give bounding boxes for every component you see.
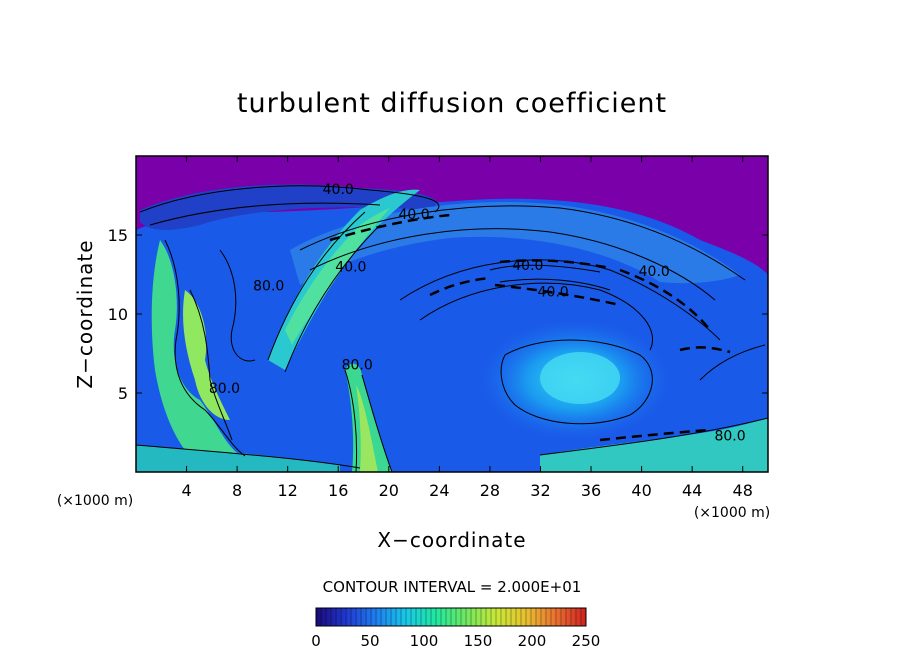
contour-dashes [329,213,731,442]
x-axis: 4 8 12 16 20 24 28 32 36 40 44 48 [181,156,753,500]
colorbar-tick-label: 50 [360,632,379,650]
contour-line [309,228,716,301]
y-axis-title: Z−coordinate [73,239,97,388]
y-tick-label: 15 [108,226,128,245]
contour-label: 80.0 [714,428,745,444]
colorbar-ticks: 0 50 100 150 200 250 [311,632,600,650]
contour-line [419,282,653,351]
field-region-diagonal-jet-bright [285,208,390,345]
field-region-arch [290,202,740,285]
x-tick-label: 40 [631,481,651,500]
x-tick-label: 20 [379,481,399,500]
contour-label: 40.0 [512,258,543,274]
contour-line [189,289,233,441]
x-tick-label: 32 [530,481,550,500]
contour-line [219,249,256,362]
contour-dash [494,283,621,307]
contour-label: 40.0 [538,285,569,301]
x-tick-label: 36 [581,481,601,500]
field-region-left-bright [183,290,230,420]
contour-dash [499,259,611,270]
field-region-bottom-left [136,445,340,472]
x-tick-label: 8 [232,481,242,500]
field-region-bottom-right [540,418,768,472]
colorbar: 0 50 100 150 200 250 [311,607,600,650]
y-tick-label: 10 [108,305,128,324]
contour-line [139,185,440,213]
contour-lines [136,185,768,472]
colorbar-tick-label: 250 [572,632,601,650]
contour-label: 80.0 [342,357,373,373]
y-axis: 5 10 15 [108,226,768,403]
contour-interval-text: CONTOUR INTERVAL = 2.000E+01 [323,578,582,596]
contour-line [284,224,381,373]
contour-dash [619,268,711,331]
contour-label: 40.0 [323,182,354,198]
colorbar-tick-label: 200 [518,632,547,650]
contour-label: 80.0 [209,381,240,397]
contour-line [136,444,361,469]
colorbar-stripes [320,608,582,626]
contour-line [267,211,366,361]
x-tick-label: 48 [733,481,753,500]
contour-dash [329,213,451,242]
x-axis-title: X−coordinate [377,528,526,552]
plot-field: 40.0 40.0 40.0 40.0 40.0 40.0 80.0 80.0 80.0 80.0 [136,156,768,472]
x-unit-label: (×1000 m) [694,505,770,521]
contour-dash [599,428,711,442]
field-region-upper-layer [140,184,437,230]
contour-label: 40.0 [335,259,366,275]
chart-title: turbulent diffusion coefficient [237,88,667,119]
contour-line [361,374,393,472]
contour-line [699,344,766,381]
contour-line [149,202,381,226]
field-region-core-inner [540,352,620,404]
contour-line [489,264,601,273]
contour-line [499,278,611,291]
colorbar-tick-label: 0 [311,632,321,650]
x-tick-label: 4 [181,481,191,500]
x-tick-label: 24 [429,481,449,500]
colorbar-tick-label: 150 [464,632,493,650]
colorbar-tick-label: 100 [410,632,439,650]
contour-label: 80.0 [253,278,284,294]
contour-line [500,339,653,425]
contour-label-layer: 40.0 40.0 40.0 40.0 40.0 40.0 80.0 80.0 80.0 80.0 [209,182,746,444]
field-region-plume-bright [356,385,378,472]
contour-line [539,417,768,456]
contour-dash [429,276,491,297]
contour-line [344,369,358,472]
contour-line [299,205,746,281]
y-tick-label: 5 [118,384,128,403]
x-tick-label: 44 [682,481,702,500]
x-tick-label: 12 [278,481,298,500]
y-unit-label: (×1000 m) [57,493,133,509]
contour-dash [679,346,731,354]
contour-line [164,239,246,457]
contour-label: 40.0 [398,207,429,223]
x-tick-label: 28 [480,481,500,500]
x-tick-label: 16 [328,481,348,500]
field-region-left-green [151,240,240,462]
contour-label: 40.0 [639,264,670,280]
